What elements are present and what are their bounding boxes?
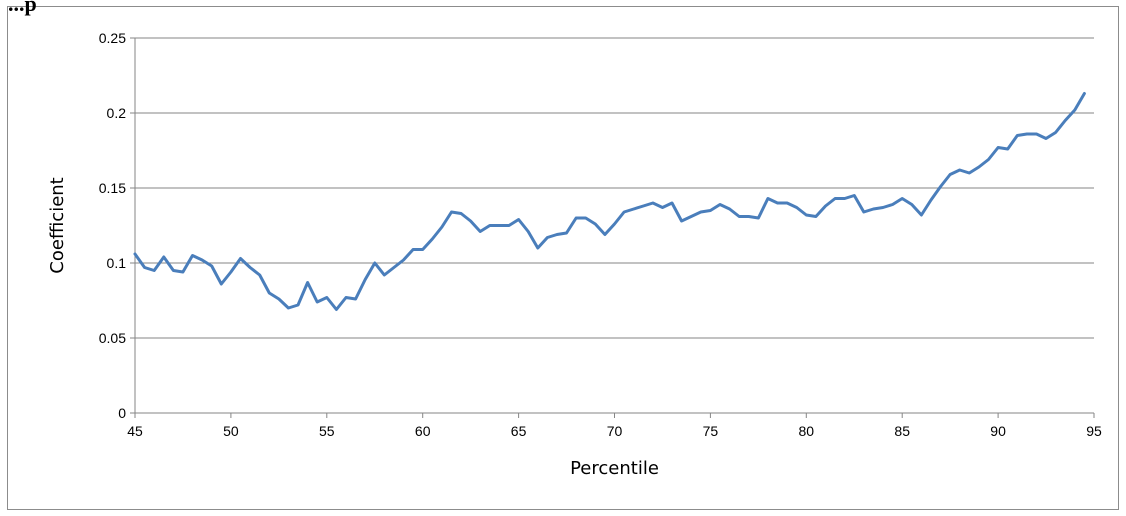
x-tick-label: 65 [511, 423, 527, 439]
x-tick-label: 55 [319, 423, 335, 439]
x-tick-label: 50 [223, 423, 239, 439]
gridlines [135, 37, 1094, 339]
x-tick-labels: 45 50 55 60 65 70 75 80 85 90 95 [127, 423, 1102, 439]
series-line [133, 92, 1086, 311]
x-tick-label: 80 [799, 423, 815, 439]
y-tick-label: 0.15 [99, 180, 126, 196]
x-tick-label: 60 [415, 423, 431, 439]
x-tick-label: 90 [990, 423, 1006, 439]
y-tick-label: 0 [118, 405, 126, 421]
y-tick-label: 0.2 [107, 105, 127, 121]
y-tick-label: 0.05 [99, 330, 126, 346]
axes [130, 37, 1095, 418]
x-tick-label: 70 [607, 423, 623, 439]
x-tick-label: 75 [703, 423, 719, 439]
y-tick-labels: 0 0.05 0.1 0.15 0.2 0.25 [99, 30, 126, 421]
x-axis-title: Percentile [570, 458, 659, 479]
x-tick-label: 85 [894, 423, 910, 439]
x-tick-label: 45 [127, 423, 143, 439]
series-group [133, 92, 1086, 311]
y-tick-label: 0.1 [107, 255, 127, 271]
header-fragment: ...p [8, 0, 37, 16]
y-axis-title: Coefficient [47, 177, 68, 274]
x-tick-label: 95 [1086, 423, 1102, 439]
y-tick-label: 0.25 [99, 30, 126, 46]
